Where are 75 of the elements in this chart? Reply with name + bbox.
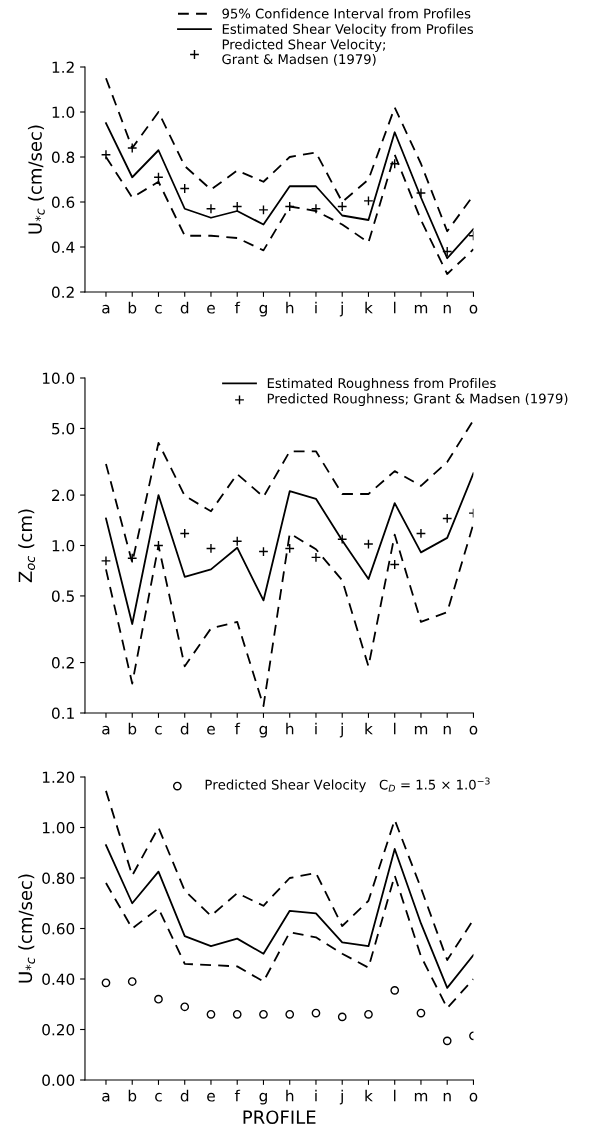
x-tick-label: m [414,304,428,314]
y-tick-label: 1.0 [52,539,75,552]
y-tick-label: 0.20 [42,1023,75,1036]
x-tick-label: k [365,722,373,735]
y-tick-label: 0.4 [51,241,75,254]
x-tick-label: l [394,722,396,735]
y-tick-label: 0.00 [42,1074,75,1087]
x-tick-label: j [339,301,343,317]
x-tick-label: a [102,1092,110,1102]
x-tick-label: l [394,301,396,314]
x-tick-label: f [234,301,241,314]
x-tick-label: i [315,722,317,735]
y-tick-label: 0.6 [51,196,75,209]
x-tick-label: m [414,725,428,735]
x-tick-label: o [469,725,478,735]
y-tick-label: 1.20 [42,771,75,784]
y-axis-title: U$_{*c}$ (cm/sec) [18,874,36,983]
x-tick-label: d [180,1089,189,1102]
x-tick-label: j [339,1089,343,1105]
y-tick-label: 1.2 [52,61,74,73]
x-tick-label: n [443,1092,451,1102]
y-tick-label: 0.60 [42,922,75,935]
legend-label: Predicted Roughness; Grant & Madsen (1979) [267,393,568,407]
legend-label: 95% Confidence Interval from Profiles [222,8,471,19]
y-tick-label: 0.1 [51,707,74,720]
x-tick-label: k [365,301,373,314]
x-tick-label: n [443,725,451,735]
x-tick-label: i [315,301,317,314]
x-tick-label: h [286,722,294,735]
x-tick-label: h [286,301,294,314]
x-tick-label: k [365,1089,373,1102]
x-tick-label: f [234,722,241,735]
x-tick-label: o [469,1092,478,1102]
x-tick-label: e [207,304,215,314]
y-tick-label: 0.8 [51,151,75,164]
x-tick-label: d [180,722,189,735]
x-tick-label: e [207,1092,215,1102]
x-tick-label: a [102,304,110,314]
x-tick-label: j [339,722,343,738]
x-tick-label: l [394,1089,396,1102]
y-tick-label: 0.80 [42,872,75,885]
x-tick-label: b [128,722,137,735]
x-tick-label: c [155,1092,162,1102]
legend-label: Estimated Shear Velocity from Profiles [222,23,474,37]
x-tick-label: c [155,725,162,735]
y-tick-label: 2.0 [52,489,75,502]
y-tick-label: 0.5 [51,590,74,602]
x-tick-label: g [259,1092,267,1105]
y-tick-label: 0.40 [42,973,75,986]
y-axis-title: U$_{*c}$ (cm/sec) [27,125,45,234]
y-tick-label: 0.2 [51,657,74,669]
legend-label: Estimated Roughness from Profiles [267,377,496,391]
y-tick-label: 10.0 [42,372,75,385]
y-tick-label: 1.0 [52,106,75,119]
x-tick-label: g [259,725,267,738]
y-axis-title: Z$_{oc}$ (cm) [18,509,36,583]
x-tick-label: a [102,725,110,735]
x-tick-label: b [128,301,137,314]
y-tick-label: 5.0 [52,422,75,435]
x-tick-label: b [128,1089,137,1102]
x-tick-label: n [443,304,451,314]
x-tick-label: f [234,1089,241,1102]
legend-label: Predicted Shear Velocity; Grant & Madsen (1979) [222,39,385,66]
x-tick-label: d [180,301,189,314]
x-tick-label: o [469,304,478,314]
x-axis-title: PROFILE [243,1110,316,1125]
x-tick-label: h [286,1089,294,1102]
x-tick-label: g [259,304,267,317]
y-tick-label: 1.00 [42,821,75,834]
x-tick-label: m [414,1092,428,1102]
x-tick-label: c [155,304,162,314]
legend-label: Predicted Shear Velocity C$_{D}$ = 1.5 × 1.0$^{−3}$ [205,777,490,793]
x-tick-label: i [315,1089,317,1102]
x-tick-label: e [207,725,215,735]
y-tick-label: 0.2 [51,286,74,299]
